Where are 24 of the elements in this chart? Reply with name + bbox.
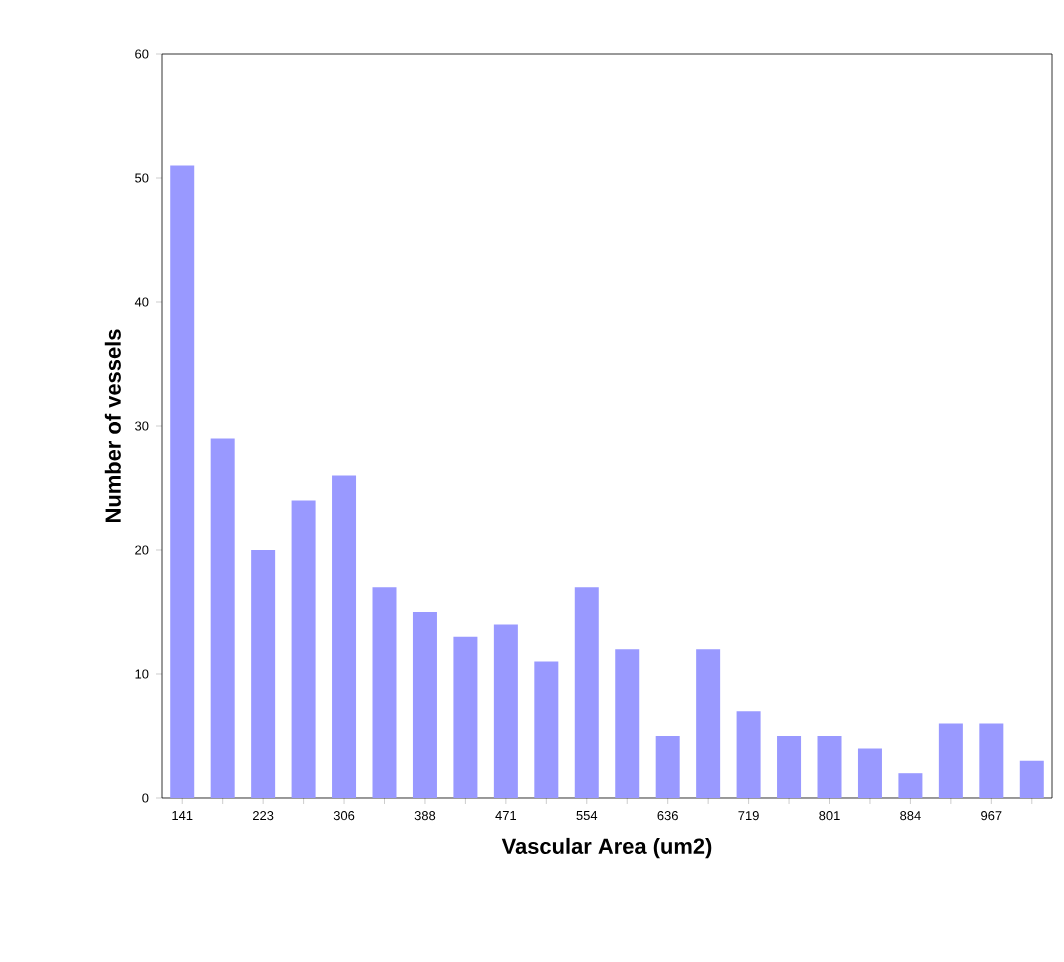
bar [412, 612, 437, 798]
bar [736, 711, 761, 798]
bar [777, 736, 802, 798]
bar [696, 649, 721, 798]
bar [534, 661, 559, 798]
bar [210, 438, 235, 798]
bar [251, 550, 276, 798]
bar [1019, 760, 1044, 798]
bar [291, 500, 316, 798]
bar [615, 649, 640, 798]
bar [857, 748, 882, 798]
bar [453, 636, 478, 798]
bar [574, 587, 599, 798]
y-axis-title: Number of vessels [104, 329, 121, 522]
bar [655, 736, 680, 798]
bar [372, 587, 397, 798]
bar [817, 736, 842, 798]
bar [979, 723, 1004, 798]
bar [898, 773, 923, 798]
x-axis-title: Vascular Area (um2) [501, 837, 712, 859]
bar [332, 475, 357, 798]
bar [938, 723, 963, 798]
bar [170, 165, 195, 798]
bar [493, 624, 518, 798]
